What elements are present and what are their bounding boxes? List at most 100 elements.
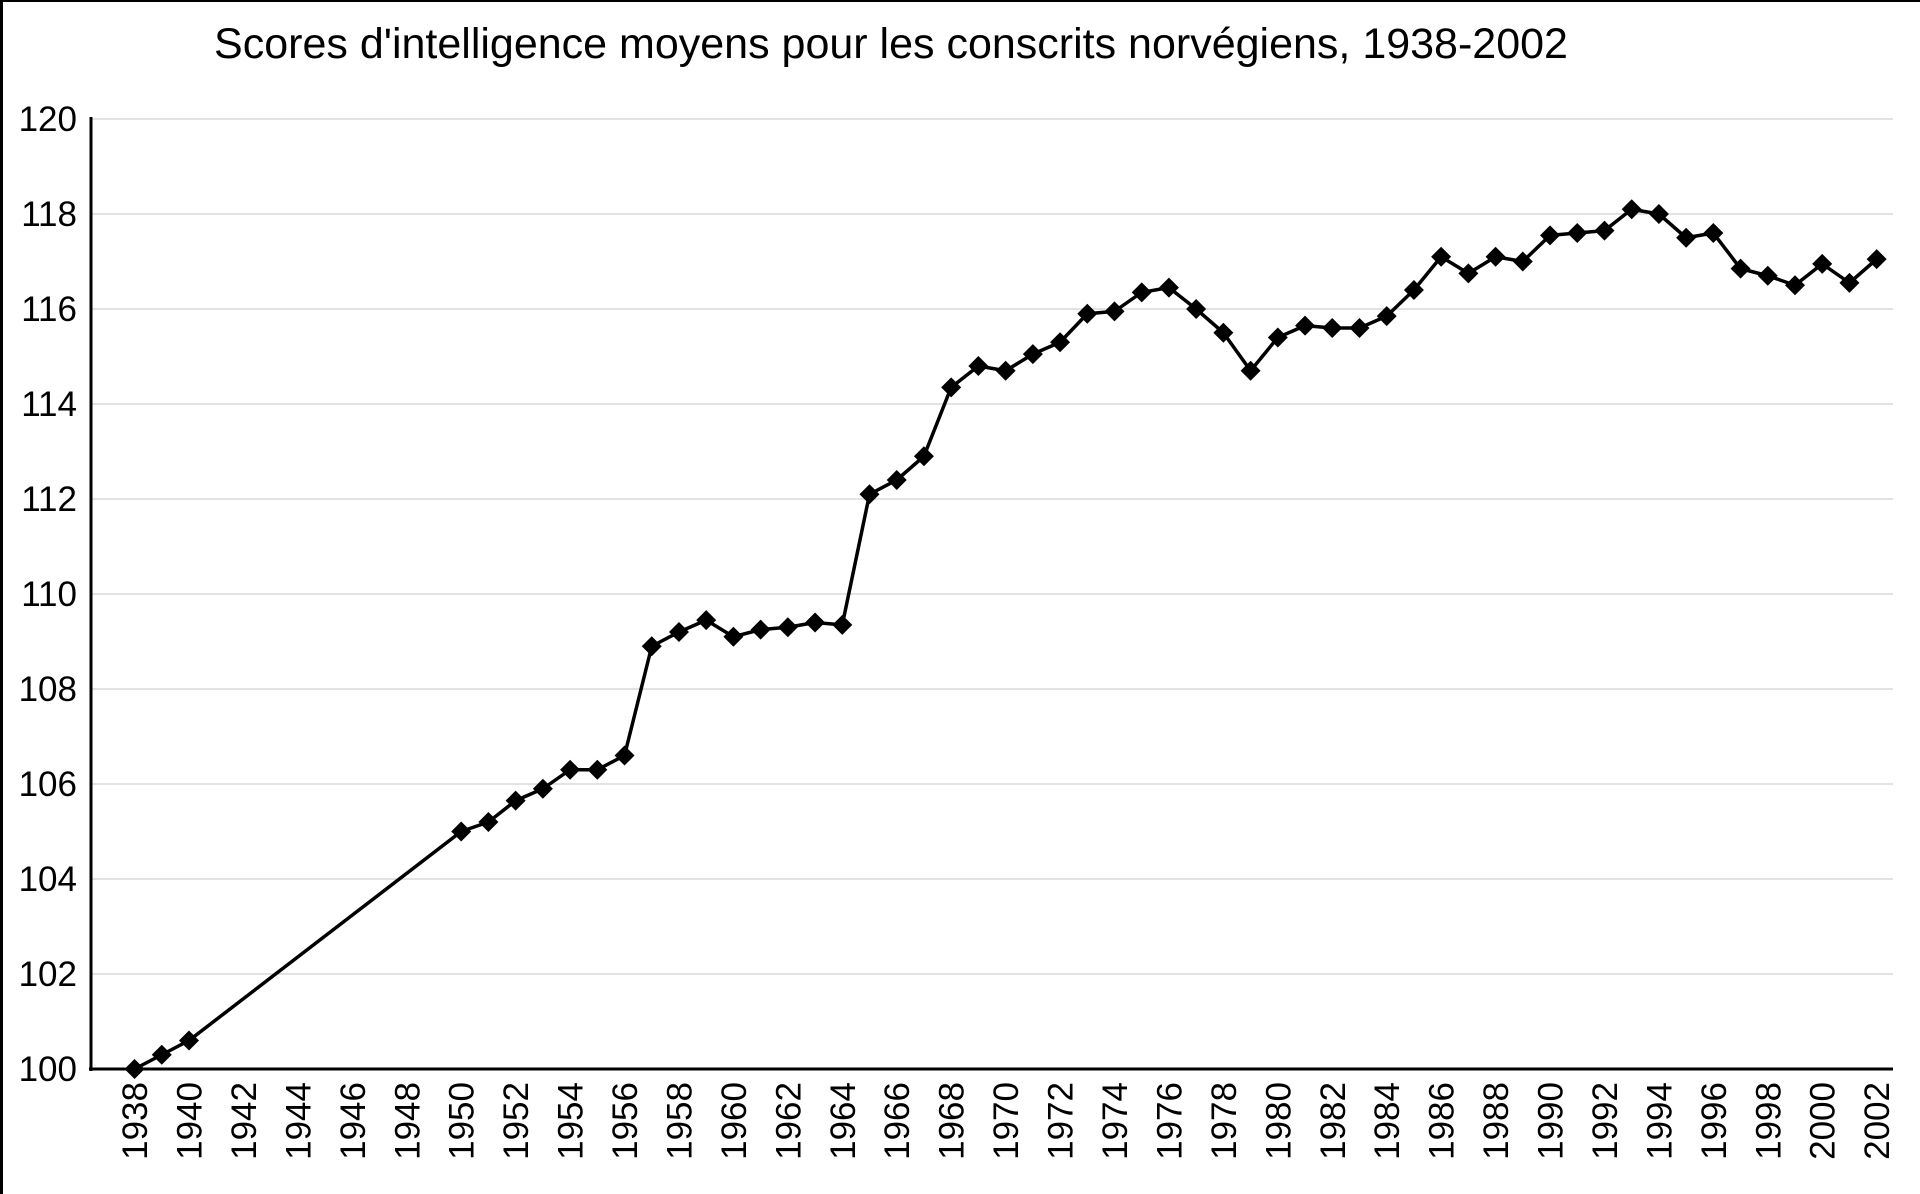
x-tick-label: 1958 bbox=[660, 1082, 699, 1160]
y-tick-label: 116 bbox=[21, 290, 77, 329]
x-tick-label: 1976 bbox=[1150, 1082, 1189, 1160]
y-tick-label: 102 bbox=[19, 955, 77, 994]
y-tick-label: 114 bbox=[21, 385, 77, 424]
data-point-marker bbox=[1322, 318, 1343, 338]
data-point-marker bbox=[1158, 277, 1179, 298]
x-tick-label: 1940 bbox=[170, 1082, 209, 1160]
chart-title: Scores d'intelligence moyens pour les co… bbox=[214, 20, 1568, 68]
y-tick-label: 112 bbox=[21, 480, 77, 519]
series-line bbox=[132, 207, 1879, 1071]
data-point-marker bbox=[886, 470, 907, 490]
x-tick-label: 1984 bbox=[1368, 1082, 1407, 1160]
data-point-marker bbox=[1267, 327, 1288, 348]
data-point-marker bbox=[1703, 223, 1724, 243]
data-point-marker bbox=[1839, 272, 1860, 293]
data-point-marker bbox=[1730, 258, 1751, 279]
data-point-marker bbox=[1050, 332, 1071, 353]
data-point-marker bbox=[832, 614, 853, 635]
data-point-marker bbox=[913, 446, 934, 467]
data-point-marker bbox=[1594, 220, 1615, 241]
x-tick-label: 1998 bbox=[1749, 1082, 1788, 1160]
data-point-marker bbox=[124, 1059, 145, 1079]
data-point-marker bbox=[1812, 253, 1833, 274]
data-point-marker bbox=[1240, 360, 1261, 381]
y-tick-label: 110 bbox=[21, 575, 77, 614]
x-tick-label: 1944 bbox=[279, 1082, 318, 1160]
y-tick-label: 100 bbox=[19, 1050, 77, 1089]
data-point-marker bbox=[750, 619, 771, 640]
data-point-marker bbox=[1403, 280, 1424, 300]
y-tick-label: 120 bbox=[19, 100, 77, 139]
x-tick-label: 1994 bbox=[1640, 1082, 1679, 1160]
x-tick-label: 2002 bbox=[1858, 1082, 1897, 1160]
data-point-marker bbox=[1022, 344, 1043, 365]
data-point-marker bbox=[696, 610, 717, 631]
data-point-marker bbox=[1458, 263, 1479, 284]
data-point-marker bbox=[1295, 315, 1316, 336]
x-tick-label: 1950 bbox=[443, 1082, 482, 1160]
data-point-marker bbox=[1485, 246, 1506, 267]
x-tick-label: 2000 bbox=[1804, 1082, 1843, 1160]
x-tick-label: 1942 bbox=[225, 1082, 264, 1160]
data-point-marker bbox=[777, 617, 798, 638]
y-tick-label: 106 bbox=[19, 765, 77, 804]
y-tick-label: 108 bbox=[19, 670, 77, 709]
data-point-marker bbox=[478, 812, 499, 832]
data-point-marker bbox=[995, 360, 1016, 381]
x-tick-label: 1966 bbox=[878, 1082, 917, 1160]
x-tick-label: 1946 bbox=[334, 1082, 373, 1160]
data-point-marker bbox=[451, 821, 472, 842]
x-tick-label: 1980 bbox=[1259, 1082, 1298, 1160]
data-point-marker bbox=[1648, 204, 1669, 224]
data-point-marker bbox=[968, 356, 989, 376]
data-point-marker bbox=[805, 612, 826, 633]
x-tick-label: 1954 bbox=[552, 1082, 591, 1160]
data-point-marker bbox=[560, 759, 581, 780]
x-tick-label: 1960 bbox=[715, 1082, 754, 1160]
x-tick-label: 1962 bbox=[769, 1082, 808, 1160]
x-tick-label: 1968 bbox=[933, 1082, 972, 1160]
data-point-marker bbox=[1785, 275, 1806, 296]
data-point-marker bbox=[1866, 249, 1887, 270]
x-tick-label: 1974 bbox=[1096, 1082, 1135, 1160]
y-tick-label: 104 bbox=[19, 860, 77, 899]
data-point-marker bbox=[1213, 322, 1234, 343]
line-chart: 100 102 104 106 108 110 112 114 116 118 120 1938 194… bbox=[19, 100, 1898, 1160]
data-point-marker bbox=[587, 759, 608, 780]
data-point-marker bbox=[151, 1044, 172, 1065]
x-tick-label: 1996 bbox=[1695, 1082, 1734, 1160]
x-tick-label: 1988 bbox=[1477, 1082, 1516, 1160]
x-tick-label: 1948 bbox=[388, 1082, 427, 1160]
x-tick-label: 1990 bbox=[1532, 1082, 1571, 1160]
data-point-marker bbox=[1512, 251, 1533, 272]
data-point-marker bbox=[1431, 246, 1452, 267]
x-tick-label: 1964 bbox=[824, 1082, 863, 1160]
x-tick-label: 1986 bbox=[1423, 1082, 1462, 1160]
x-tick-label: 1952 bbox=[497, 1082, 536, 1160]
data-point-marker bbox=[723, 626, 744, 647]
data-point-marker bbox=[1376, 306, 1397, 327]
data-point-marker bbox=[1131, 282, 1152, 303]
data-point-marker bbox=[1540, 225, 1561, 246]
data-point-marker bbox=[1567, 223, 1588, 243]
data-point-marker bbox=[1186, 299, 1207, 319]
data-point-marker bbox=[1349, 318, 1370, 338]
data-point-marker bbox=[614, 745, 635, 766]
x-tick-label: 1938 bbox=[116, 1082, 155, 1160]
data-point-marker bbox=[1757, 265, 1778, 286]
x-tick-label: 1972 bbox=[1042, 1082, 1081, 1160]
data-point-marker bbox=[1621, 199, 1642, 220]
data-point-marker bbox=[668, 622, 689, 642]
x-tick-label: 1982 bbox=[1314, 1082, 1353, 1160]
y-tick-label: 118 bbox=[21, 195, 77, 234]
data-point-marker bbox=[1104, 301, 1125, 322]
data-point-marker bbox=[178, 1030, 199, 1051]
x-tick-label: 1978 bbox=[1205, 1082, 1244, 1160]
data-point-marker bbox=[641, 636, 662, 657]
data-point-marker bbox=[859, 484, 880, 505]
x-tick-label: 1992 bbox=[1586, 1082, 1625, 1160]
data-point-marker bbox=[532, 778, 553, 799]
x-tick-label: 1956 bbox=[606, 1082, 645, 1160]
data-point-marker bbox=[505, 790, 526, 811]
